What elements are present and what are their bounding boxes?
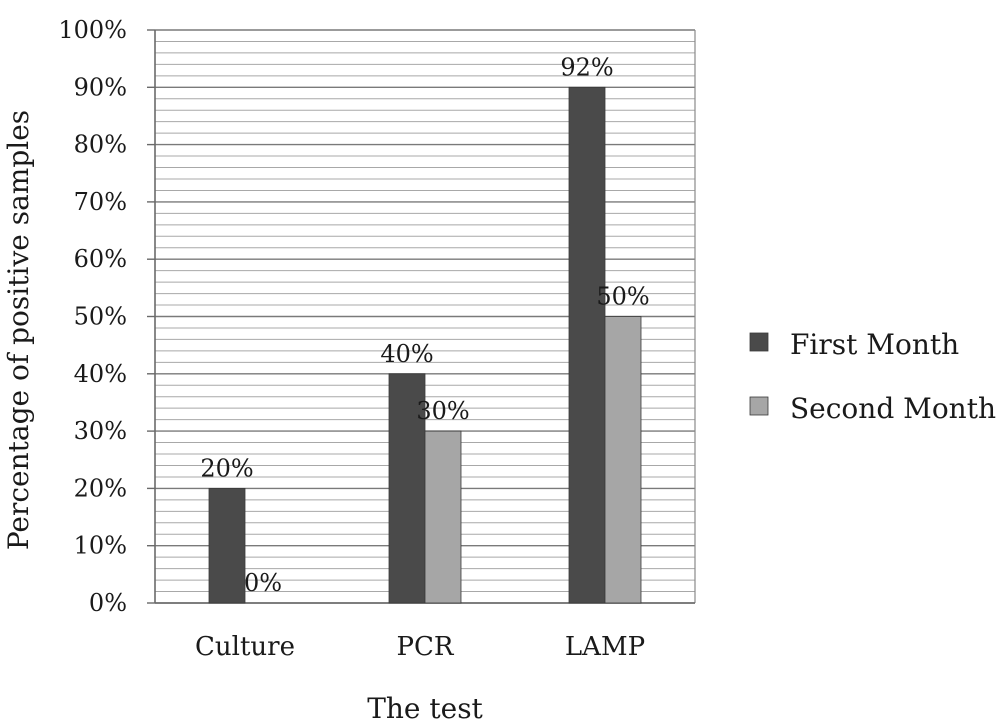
x-axis-title: The test [367, 692, 483, 725]
data-label: 30% [416, 397, 469, 425]
category-label: Culture [195, 632, 295, 662]
y-tick-label: 80% [74, 131, 127, 159]
bars [208, 86, 642, 604]
legend-label: First Month [790, 328, 959, 361]
legend: First Month Second Month [749, 328, 996, 425]
y-tick-label: 20% [74, 474, 127, 502]
legend-label: Second Month [790, 392, 996, 425]
bar-first-month-lamp [568, 86, 606, 604]
legend-swatch [749, 332, 769, 352]
y-tick-label: 30% [74, 417, 127, 445]
y-tick-label: 60% [74, 245, 127, 273]
category-labels: Culture PCR LAMP [195, 632, 645, 662]
bar-second-month-lamp [604, 316, 642, 604]
y-tick-label: 50% [74, 303, 127, 331]
category-label: LAMP [565, 632, 645, 662]
data-label: 50% [596, 283, 649, 311]
y-tick-labels: 0% 10% 20% 30% 40% 50% 60% 70% 80% 90% 100% [58, 16, 127, 617]
data-label: 92% [560, 53, 613, 81]
bar-first-month-pcr [388, 373, 426, 604]
y-tick-label: 10% [74, 532, 127, 560]
data-label: 40% [380, 340, 433, 368]
data-label: 20% [200, 454, 253, 482]
data-labels: 20% 0% 40% 30% 92% 50% [200, 53, 649, 597]
y-tick-label: 40% [74, 360, 127, 388]
data-label: 0% [244, 569, 282, 597]
y-tick-label: 100% [58, 16, 127, 44]
bar-second-month-pcr [424, 430, 462, 604]
category-label: PCR [397, 632, 455, 662]
y-tick-label: 90% [74, 73, 127, 101]
y-tick-label: 0% [89, 589, 127, 617]
legend-swatch [749, 396, 769, 416]
y-axis-title: Percentage of positive samples [2, 110, 35, 550]
bar-first-month-culture [208, 487, 246, 604]
y-tick-label: 70% [74, 188, 127, 216]
